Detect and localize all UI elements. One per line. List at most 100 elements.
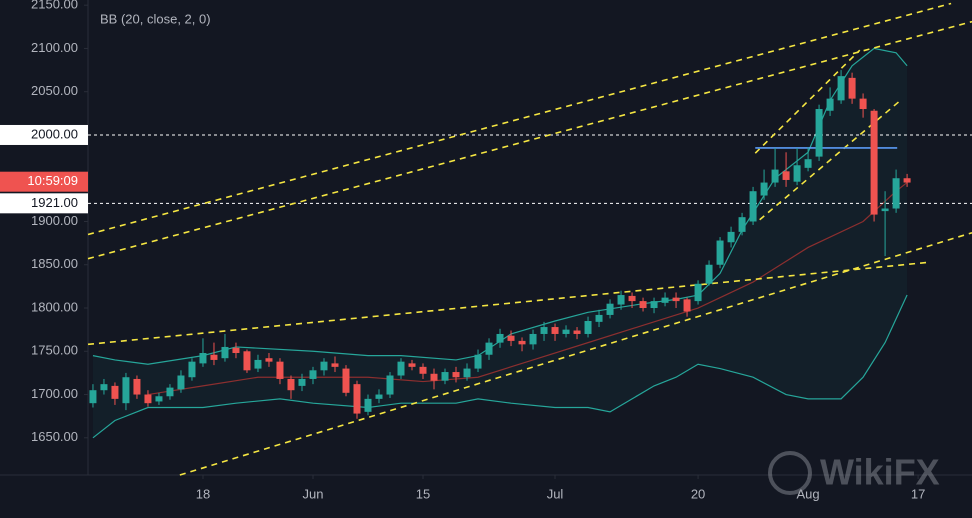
candle-body [298, 378, 306, 386]
trendline [759, 99, 902, 221]
candle-body [265, 358, 273, 362]
candle-body [177, 375, 185, 390]
candle-body [320, 361, 328, 371]
candle-body [892, 178, 900, 209]
y-tick-label: 2050.00 [31, 83, 78, 98]
x-tick-label: Jun [303, 486, 324, 501]
trendline [87, 2, 952, 236]
candle-body [870, 110, 878, 215]
candle-body [606, 303, 614, 315]
candle-body [232, 347, 240, 354]
candle-body [441, 372, 449, 381]
candle-body [144, 394, 152, 404]
candle-body [837, 76, 845, 101]
candle-body [331, 363, 339, 367]
plot-area [87, 2, 972, 476]
candle-body [727, 231, 735, 243]
candle-body [551, 327, 559, 334]
candle-body [276, 361, 284, 379]
candle-body [430, 373, 438, 381]
candle-body [133, 378, 141, 395]
candle-body [507, 335, 515, 341]
trendline [87, 261, 931, 346]
candle-body [485, 342, 493, 355]
candle-body [672, 297, 680, 302]
candle-body [474, 354, 482, 369]
candle-body [617, 295, 625, 305]
bollinger-line [92, 294, 908, 439]
price-label: 1921.00 [31, 195, 78, 210]
indicator-label: BB (20, close, 2, 0) [100, 11, 211, 26]
candle-body [782, 171, 790, 180]
candle-body [243, 351, 251, 371]
candle-body [155, 396, 163, 402]
y-tick-label: 2150.00 [31, 0, 78, 12]
candle-body [716, 240, 724, 265]
candle-body [628, 295, 636, 302]
candle-body [210, 354, 218, 360]
candle-body [793, 165, 801, 182]
x-tick-label: Aug [797, 486, 820, 501]
candle-body [221, 346, 229, 359]
candle-body [881, 208, 889, 212]
candle-body [705, 264, 713, 284]
price-label: 2000.00 [31, 126, 78, 141]
candle-body [199, 353, 207, 364]
y-tick-label: 1800.00 [31, 299, 78, 314]
candle-body [529, 333, 537, 345]
candle-body [166, 387, 174, 397]
watermark-icon [768, 451, 812, 495]
candle-body [650, 301, 658, 309]
trendline [754, 49, 861, 154]
candle-body [496, 333, 504, 343]
candle-body [100, 384, 108, 391]
trendline [87, 20, 972, 260]
candle-body [859, 98, 867, 110]
x-tick-label: 20 [691, 486, 705, 501]
candle-body [386, 375, 394, 395]
candle-body [540, 327, 548, 334]
candle-body [661, 297, 669, 303]
band-fill [92, 48, 908, 438]
candle-body [595, 314, 603, 322]
candle-body [122, 377, 130, 404]
candle-body [254, 359, 262, 369]
candle-body [397, 361, 405, 376]
candle-body [408, 363, 416, 367]
candle-body [683, 299, 691, 312]
x-tick-label: Jul [547, 486, 564, 501]
y-tick-label: 1750.00 [31, 343, 78, 358]
watermark-group: WikiFX [768, 451, 940, 495]
candle-body [342, 368, 350, 393]
bollinger-line [147, 182, 908, 396]
candle-body [760, 182, 768, 196]
candle-body [89, 390, 97, 404]
candle-body [463, 368, 471, 378]
candle-body [826, 98, 834, 111]
candle-body [188, 361, 196, 378]
candle-body [419, 366, 427, 374]
candle-body [738, 217, 746, 232]
candle-body [573, 330, 581, 334]
candle-body [815, 109, 823, 157]
candle-body [562, 329, 570, 334]
candle-body [287, 378, 295, 391]
x-tick-label: 17 [911, 486, 925, 501]
price-label-box [0, 193, 88, 214]
y-tick-label: 1700.00 [31, 386, 78, 401]
candle-body [584, 320, 592, 334]
candle-body [804, 159, 812, 168]
y-tick-label: 1850.00 [31, 256, 78, 271]
price-label: 10:59:09 [27, 173, 78, 188]
candle-body [364, 398, 372, 412]
candle-body [639, 301, 647, 309]
candle-body [749, 191, 757, 222]
candle-body [375, 394, 383, 399]
y-tick-label: 2100.00 [31, 40, 78, 55]
candle-body [353, 384, 361, 414]
candle-body [771, 169, 779, 183]
candle-body [694, 283, 702, 302]
candle-body [903, 178, 911, 183]
